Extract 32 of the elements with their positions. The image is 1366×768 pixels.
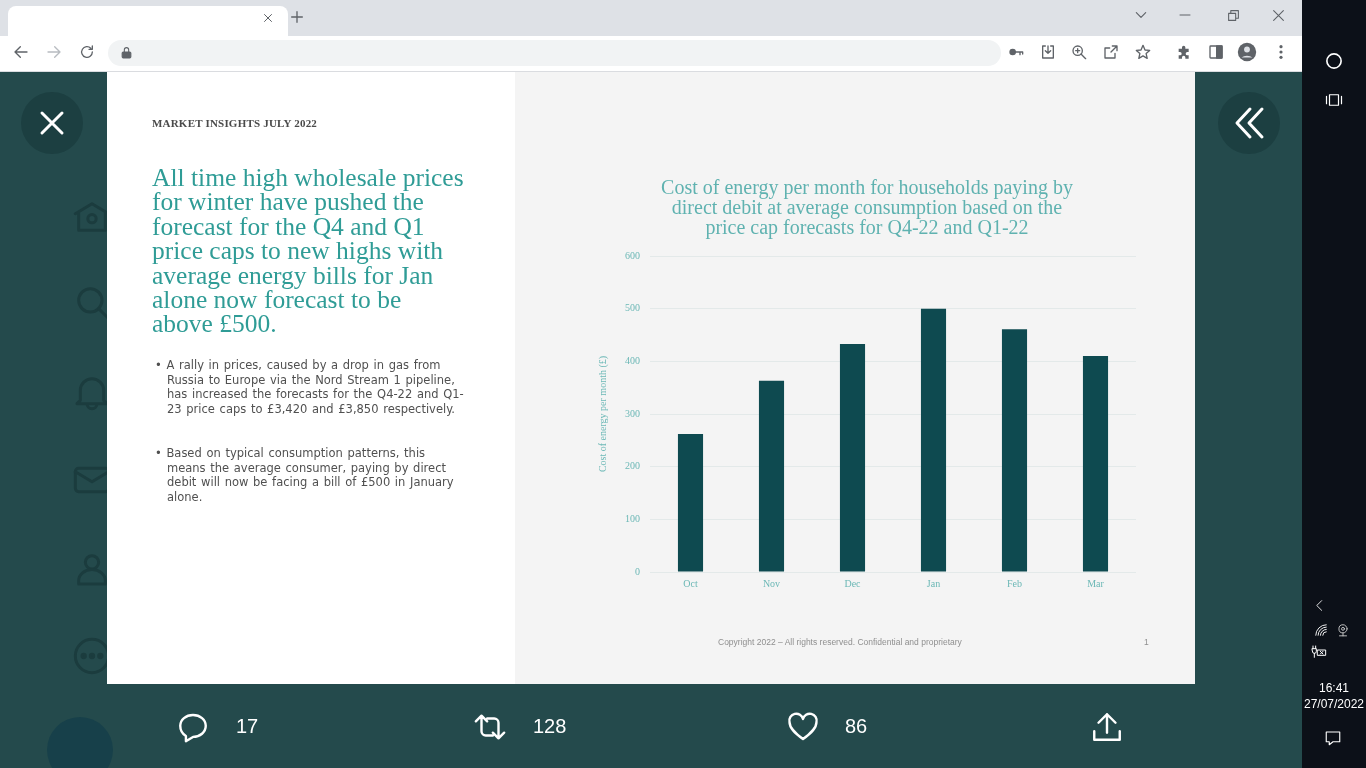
text: 86 (845, 715, 868, 738)
bar (677, 434, 704, 572)
chart-title: Cost of energy per month for households paying by direct debit at average consumption based on the price cap forecasts for Q4-22 and Q1-22 (660, 176, 1074, 238)
x-tick-label: Nov (762, 577, 781, 589)
text: 17 (236, 715, 259, 738)
x-tick-label: Dec (844, 577, 862, 589)
text: MARKET INSIGHTS JULY 2022 (152, 117, 318, 129)
y-tick-label: 400 (625, 354, 640, 366)
x-tick-label: Jan (926, 577, 941, 589)
text: • Based on typical consumption patterns, this means the average consumer, paying by direct debit will now be facing a bill of £500 in January alone. (155, 446, 455, 505)
y-tick-label: 300 (625, 407, 640, 419)
text: Copyright 2022 – All rights reserved. Confidential and proprietary (718, 637, 962, 647)
text: 27/07/2022 (1302, 697, 1366, 711)
text: • A rally in prices, caused by a drop in gas from Russia to Europe via the Nord Stream 1 pipeline, has increased the forecasts for the Q4-22 and Q1-23 price caps to £3,420 and £3,850 respectively. (155, 358, 465, 417)
y-tick-label: 500 (625, 302, 640, 314)
x-tick-label: Mar (1087, 577, 1105, 589)
y-tick-label: 200 (625, 460, 640, 472)
y-tick-label: 100 (625, 512, 640, 524)
y-tick-label: 0 (635, 565, 640, 577)
bar (758, 380, 785, 572)
y-tick-label: 600 (625, 249, 640, 261)
bar (920, 308, 947, 572)
y-axis-title: Cost of energy per month (£) (596, 355, 609, 473)
bar (1082, 356, 1109, 572)
text: All time high wholesale prices for winter have pushed the forecast for the Q4 and Q1 price caps to new highs with average energy bills for Jan alone now forecast to be above £500. (152, 163, 465, 339)
bar (1001, 329, 1028, 572)
x-tick-label: Feb (1007, 577, 1022, 589)
text: 128 (533, 715, 567, 738)
text: 16:41 (1318, 681, 1350, 695)
bar (839, 343, 866, 572)
x-tick-label: Oct (683, 577, 698, 589)
text: 1 (1144, 637, 1149, 647)
